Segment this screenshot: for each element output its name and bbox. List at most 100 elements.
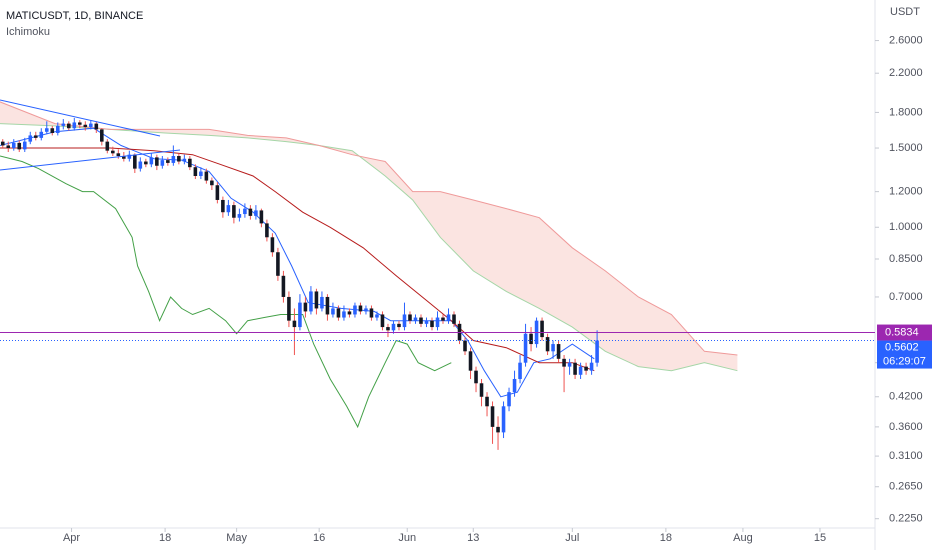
y-tick-label: 0.4200 [889, 391, 923, 403]
candle-body [496, 426, 500, 433]
candle-body [89, 123, 93, 128]
candle-body [309, 291, 313, 312]
candle-body [33, 135, 38, 138]
candle-body [331, 308, 335, 315]
candle-body [265, 223, 269, 238]
x-tick-label: 18 [159, 532, 171, 544]
candle-body [232, 205, 236, 218]
candle-body [83, 124, 88, 128]
candle-body [44, 128, 49, 132]
candle-body [39, 131, 44, 138]
candle-body [61, 123, 66, 126]
candle-body [507, 392, 511, 407]
candle-body [0, 141, 5, 146]
candle-body [171, 156, 176, 163]
y-tick-label: 1.8000 [889, 106, 923, 118]
candle-body [55, 125, 60, 134]
candle-body [441, 317, 445, 321]
candle-body [474, 370, 478, 384]
cloud-span-b [0, 101, 738, 356]
y-tick-label: 0.3600 [889, 421, 923, 433]
candle-body [199, 171, 203, 176]
candle-body [177, 156, 181, 162]
candle-body [358, 305, 363, 312]
cloud-span-a [0, 123, 738, 372]
candle-body [78, 122, 82, 125]
indicator-name: Ichimoku [6, 26, 50, 38]
y-tick-label: 0.7000 [889, 291, 923, 303]
candle-body [243, 208, 247, 215]
trend-line [0, 149, 181, 171]
indicator-line [0, 155, 452, 429]
candle-body [485, 396, 489, 407]
x-tick-label: 18 [660, 532, 672, 544]
indicator-line [0, 127, 595, 398]
candle-body [210, 180, 214, 186]
y-tick-label: 2.2000 [889, 67, 923, 79]
candle-body [314, 291, 319, 309]
candle-body [551, 344, 555, 352]
candle-body [419, 317, 423, 324]
candle-body [138, 161, 143, 169]
ichimoku-cloud [0, 101, 738, 371]
candle-body [303, 302, 308, 312]
candle-body [562, 358, 566, 367]
candle-body [479, 383, 484, 397]
candle-body [94, 123, 99, 130]
y-tick-label: 1.2000 [889, 186, 923, 198]
candle-body [188, 158, 192, 168]
candle-body [22, 141, 27, 150]
candle-body [298, 302, 302, 328]
candle-body [116, 153, 121, 157]
plot-area [0, 101, 738, 450]
candle-body [512, 378, 517, 393]
candle-body [375, 314, 379, 318]
price-label-box [877, 324, 932, 341]
candle-body [435, 317, 440, 328]
candle-body [320, 296, 324, 309]
x-tick-label: 15 [814, 532, 826, 544]
candle-body [111, 150, 115, 154]
x-tick-label: Aug [733, 532, 753, 544]
candle-body [204, 171, 209, 181]
candle-body [430, 320, 434, 328]
candle-body [11, 142, 16, 149]
candle-body [325, 296, 330, 315]
candle-body [397, 323, 401, 328]
candle-body [391, 323, 396, 331]
candle-body [353, 305, 357, 315]
x-tick-label: Apr [63, 532, 80, 544]
candle-body [50, 128, 55, 134]
candle-body [237, 214, 242, 218]
candle-body [578, 366, 583, 375]
candle-body [402, 314, 407, 328]
candle-body [133, 154, 137, 169]
candle-body [248, 208, 253, 216]
y-tick-label: 0.2650 [889, 481, 923, 493]
x-tick-label: 13 [467, 532, 479, 544]
indicator-line [0, 147, 595, 372]
candle-body [226, 205, 231, 213]
x-tick-label: Jun [398, 532, 416, 544]
y-tick-label: 0.8500 [889, 253, 923, 265]
price-label: 0.5834 [885, 326, 919, 338]
candle-body [342, 311, 346, 318]
candle-body [149, 157, 154, 165]
candle-body [221, 199, 225, 213]
y-axis-label: USDT [890, 6, 920, 18]
price-label: 0.5602 [885, 341, 919, 353]
candle-body [518, 362, 522, 379]
y-tick-label: 1.5000 [889, 142, 923, 154]
candle-body [490, 406, 495, 427]
candle-body [259, 210, 264, 224]
candle-body [369, 308, 374, 318]
candle-body [540, 320, 544, 338]
candle-body [122, 156, 126, 159]
candle-body [182, 158, 187, 162]
candle-body [254, 210, 258, 216]
x-tick-label: Jul [565, 532, 579, 544]
candle-body [6, 145, 11, 149]
x-tick-label: May [226, 532, 247, 544]
countdown-label: 06:29:07 [883, 355, 926, 367]
